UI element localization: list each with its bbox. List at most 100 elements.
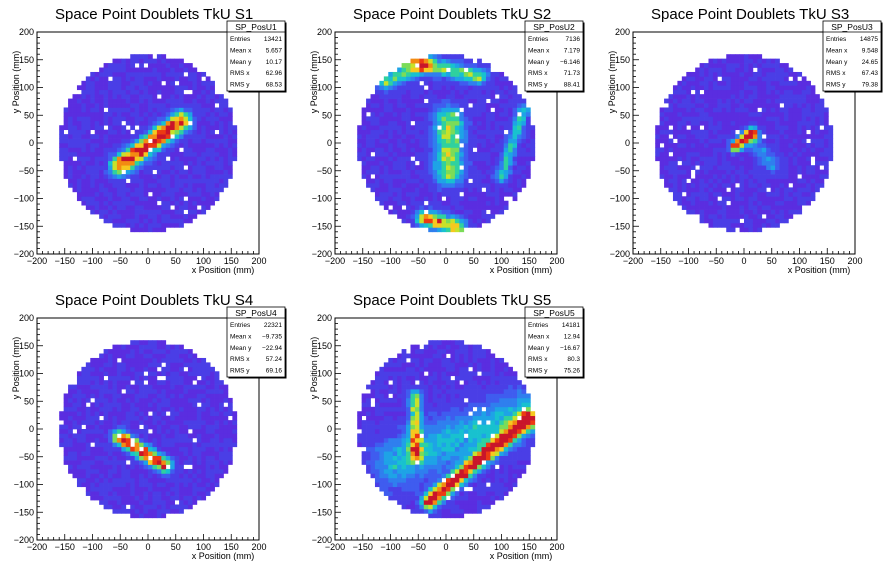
- heatmap-bin: [170, 98, 175, 104]
- heatmap-bin: [468, 98, 473, 104]
- heatmap-bin: [708, 178, 714, 184]
- heatmap-bin: [214, 98, 220, 104]
- heatmap-bin: [783, 174, 789, 179]
- heatmap-bin: [174, 460, 180, 465]
- heatmap-bin: [161, 71, 167, 77]
- heatmap-bin: [179, 165, 184, 170]
- heatmap-bin: [143, 491, 149, 496]
- heatmap-bin: [134, 464, 140, 470]
- heatmap-bin: [681, 76, 687, 82]
- heatmap-bin: [161, 340, 167, 345]
- heatmap-bin: [410, 138, 416, 144]
- heatmap-bin: [187, 504, 193, 510]
- heatmap-bin: [388, 71, 394, 77]
- heatmap-bin: [76, 477, 82, 483]
- heatmap-bin: [508, 138, 513, 144]
- x-tick-label: −50: [709, 256, 724, 266]
- heatmap-bin: [366, 107, 371, 113]
- heatmap-bin: [223, 111, 229, 117]
- heatmap-bin: [81, 411, 87, 417]
- heatmap-bin: [219, 120, 224, 126]
- heatmap-bin: [81, 429, 87, 434]
- heatmap-bin: [783, 76, 789, 82]
- heatmap-bin: [90, 437, 96, 443]
- heatmap-bin: [170, 222, 175, 228]
- heatmap-bin: [174, 134, 180, 139]
- heatmap-bin: [472, 134, 478, 139]
- heatmap-bin: [161, 125, 167, 131]
- heatmap-bin: [664, 182, 669, 188]
- heatmap-bin: [797, 111, 803, 117]
- heatmap-bin: [530, 143, 536, 148]
- heatmap-bin: [125, 209, 131, 215]
- heatmap-bin: [744, 160, 749, 166]
- heatmap-bin: [712, 156, 718, 162]
- heatmap-bin: [708, 125, 714, 131]
- heatmap-bin: [792, 205, 798, 210]
- heatmap-bin: [116, 451, 122, 456]
- heatmap-bin: [708, 89, 714, 95]
- heatmap-bin: [704, 187, 709, 193]
- heatmap-bin: [468, 120, 473, 126]
- heatmap-bin: [686, 94, 692, 99]
- heatmap-bin: [121, 71, 127, 77]
- heatmap-bin: [161, 353, 167, 359]
- heatmap-bin: [81, 477, 87, 483]
- heatmap-bin: [717, 89, 723, 95]
- heatmap-bin: [788, 200, 794, 206]
- heatmap-bin: [806, 169, 811, 175]
- heatmap-bin: [152, 160, 158, 166]
- heatmap-bin: [94, 473, 100, 479]
- heatmap-bin: [108, 482, 113, 488]
- heatmap-bin: [441, 191, 447, 197]
- heatmap-bin: [690, 165, 696, 170]
- heatmap-bin: [766, 143, 771, 148]
- heatmap-bin: [490, 76, 496, 82]
- heatmap-bin: [85, 147, 91, 153]
- heatmap-bin: [494, 165, 500, 170]
- heatmap-bin: [744, 143, 749, 148]
- heatmap-bin: [174, 178, 180, 184]
- heatmap-bin: [174, 424, 180, 430]
- heatmap-bin: [143, 174, 149, 179]
- heatmap-bin: [383, 89, 389, 95]
- heatmap-bin: [170, 460, 175, 465]
- heatmap-bin: [757, 85, 763, 91]
- heatmap-bin: [428, 116, 434, 122]
- heatmap-bin: [85, 120, 91, 126]
- heatmap-bin: [192, 80, 198, 86]
- heatmap-bin: [757, 67, 763, 73]
- heatmap-bin: [441, 80, 447, 86]
- heatmap-bin: [686, 138, 692, 144]
- heatmap-bin: [210, 80, 215, 86]
- heatmap-bin: [712, 174, 718, 179]
- heatmap-bin: [508, 89, 513, 95]
- heatmap-bin: [761, 58, 767, 64]
- heatmap-bin: [690, 85, 696, 91]
- heatmap-bin: [116, 402, 122, 408]
- heatmap-bin: [183, 353, 189, 359]
- heatmap-bin: [450, 129, 456, 135]
- heatmap-bin: [85, 125, 91, 131]
- heatmap-bin: [68, 156, 73, 162]
- heatmap-bin: [459, 174, 465, 179]
- heatmap-bin: [681, 165, 687, 170]
- heatmap-bin: [85, 468, 91, 474]
- heatmap-bin: [108, 134, 113, 139]
- heatmap-bin: [156, 349, 162, 354]
- heatmap-bin: [81, 80, 87, 86]
- heatmap-bin: [468, 200, 473, 206]
- heatmap-bin: [161, 384, 167, 390]
- heatmap-bin: [788, 187, 794, 193]
- heatmap-bin: [130, 513, 136, 519]
- heatmap-bin: [121, 477, 127, 483]
- heatmap-bin: [174, 415, 180, 421]
- heatmap-bin: [485, 111, 491, 117]
- heatmap-bin: [806, 80, 811, 86]
- heatmap-bin: [196, 138, 202, 144]
- heatmap-bin: [748, 178, 754, 184]
- heatmap-bin: [410, 111, 416, 117]
- heatmap-bin: [174, 94, 180, 99]
- heatmap-bin: [659, 165, 665, 170]
- heatmap-bin: [744, 94, 749, 99]
